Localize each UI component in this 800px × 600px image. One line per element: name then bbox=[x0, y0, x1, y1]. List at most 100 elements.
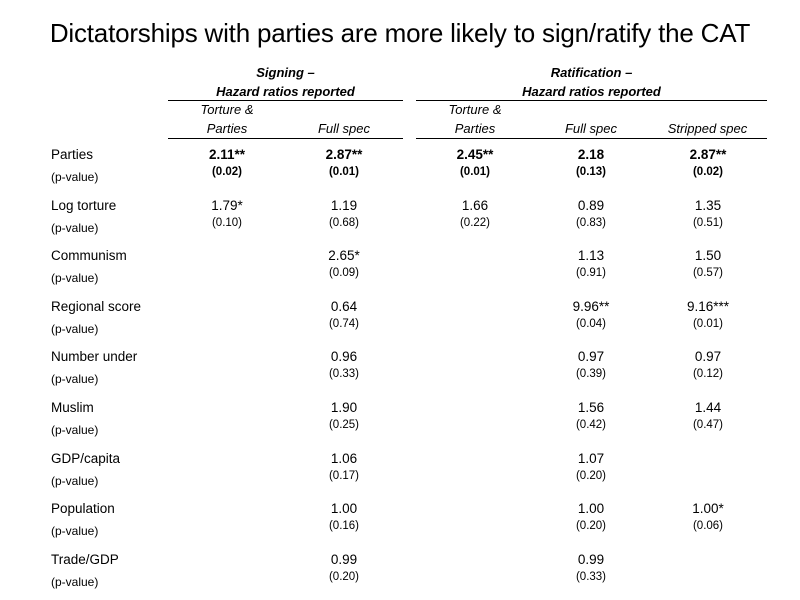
pvalue-cell: (0.42) bbox=[575, 419, 607, 431]
pvalue-label: (p-value) bbox=[51, 574, 99, 589]
coefficient-cell: 1.13 bbox=[577, 248, 605, 264]
column-header-2-line2: Full spec bbox=[317, 121, 371, 136]
coefficient-cell: 2.11** bbox=[208, 147, 246, 162]
group-header-ratification-line2: Hazard ratios reported bbox=[522, 84, 661, 99]
pvalue-cell: (0.02) bbox=[211, 166, 243, 178]
coefficient-cell: 1.50 bbox=[694, 248, 722, 264]
group-header-signing: Signing – Hazard ratios reported bbox=[168, 63, 403, 101]
pvalue-cell: (0.01) bbox=[459, 166, 491, 178]
coefficient-cell: 1.00 bbox=[577, 501, 605, 517]
coefficient-cell: 0.96 bbox=[330, 349, 358, 365]
pvalue-label: (p-value) bbox=[51, 271, 99, 286]
column-header-3: Torture & Parties bbox=[425, 100, 525, 138]
pvalue-cell: (0.51) bbox=[692, 216, 724, 229]
pvalue-label: (p-value) bbox=[51, 524, 99, 539]
pvalue-cell: (0.20) bbox=[575, 469, 607, 482]
coefficient-cell: 1.00* bbox=[692, 501, 724, 517]
column-header-5-line2: Stripped spec bbox=[667, 121, 748, 136]
coefficient-cell: 0.64 bbox=[330, 298, 358, 314]
row-label: Parties bbox=[51, 147, 94, 162]
row-label: Communism bbox=[51, 248, 127, 264]
coefficient-cell: 1.35 bbox=[694, 197, 722, 213]
pvalue-label: (p-value) bbox=[51, 473, 99, 488]
pvalue-cell: (0.10) bbox=[211, 216, 243, 229]
coefficient-cell: 2.87** bbox=[689, 147, 727, 162]
coefficient-cell: 0.97 bbox=[694, 349, 722, 365]
group-rule-ratification bbox=[416, 100, 767, 101]
pvalue-label: (p-value) bbox=[51, 372, 99, 387]
pvalue-cell: (0.04) bbox=[575, 317, 607, 330]
pvalue-label: (p-value) bbox=[51, 220, 99, 235]
slide-title: Dictatorships with parties are more like… bbox=[49, 18, 751, 48]
pvalue-cell: (0.09) bbox=[328, 267, 360, 280]
pvalue-label: (p-value) bbox=[51, 423, 99, 437]
coefficient-cell: 1.00 bbox=[330, 501, 358, 517]
pvalue-cell: (0.20) bbox=[575, 520, 607, 533]
coefficient-cell: 0.99 bbox=[577, 551, 605, 567]
column-header-4: Full spec bbox=[541, 100, 641, 138]
column-header-3-line1: Torture & bbox=[448, 102, 502, 117]
column-header-4-line2: Full spec bbox=[564, 121, 618, 136]
pvalue-cell: (0.22) bbox=[459, 216, 491, 229]
pvalue-cell: (0.33) bbox=[328, 368, 360, 381]
coefficient-cell: 1.19 bbox=[330, 197, 358, 213]
pvalue-cell: (0.16) bbox=[328, 520, 360, 533]
pvalue-cell: (0.39) bbox=[575, 368, 607, 381]
pvalue-cell: (0.83) bbox=[575, 216, 607, 229]
row-label: Muslim bbox=[51, 400, 94, 415]
column-header-4-line1 bbox=[541, 100, 641, 119]
pvalue-cell: (0.68) bbox=[328, 216, 360, 229]
coefficient-cell: 2.18 bbox=[577, 147, 605, 162]
group-header-ratification: Ratification – Hazard ratios reported bbox=[416, 63, 767, 101]
column-header-1-line1: Torture & bbox=[200, 102, 254, 117]
pvalue-cell: (0.47) bbox=[692, 419, 724, 431]
row-label: Population bbox=[51, 501, 115, 517]
pvalue-cell: (0.12) bbox=[692, 368, 724, 381]
column-header-1-line2: Parties bbox=[206, 121, 248, 136]
pvalue-cell: (0.33) bbox=[575, 570, 607, 583]
column-header-5: Stripped spec bbox=[650, 100, 765, 138]
pvalue-cell: (0.57) bbox=[692, 267, 724, 280]
coefficient-cell: 9.16*** bbox=[686, 298, 730, 314]
coefficient-cell: 1.06 bbox=[330, 450, 358, 466]
pvalue-cell: (0.25) bbox=[328, 419, 360, 431]
row-label: GDP/capita bbox=[51, 450, 121, 466]
pvalue-cell: (0.01) bbox=[692, 317, 724, 330]
pvalue-label: (p-value) bbox=[51, 321, 99, 336]
header-rule-ratification bbox=[416, 138, 767, 139]
pvalue-cell: (0.06) bbox=[692, 520, 724, 533]
coefficient-cell: 1.66 bbox=[461, 197, 489, 213]
column-header-2: Full spec bbox=[294, 100, 394, 138]
pvalue-cell: (0.17) bbox=[328, 469, 360, 482]
coefficient-cell: 9.96** bbox=[572, 298, 610, 314]
coefficient-cell: 0.99 bbox=[330, 551, 358, 567]
pvalue-cell: (0.02) bbox=[692, 166, 724, 178]
header-rule-signing bbox=[168, 138, 403, 139]
coefficient-cell: 1.44 bbox=[694, 400, 722, 415]
column-header-5-line1 bbox=[650, 100, 765, 119]
coefficient-cell: 1.07 bbox=[577, 450, 605, 466]
coefficient-cell: 1.56 bbox=[577, 400, 605, 415]
coefficient-cell: 2.65* bbox=[328, 248, 360, 264]
column-header-2-line1 bbox=[294, 100, 394, 119]
coefficient-cell: 2.45** bbox=[456, 147, 494, 162]
coefficient-cell: 2.87** bbox=[325, 147, 363, 162]
pvalue-cell: (0.01) bbox=[328, 166, 360, 178]
pvalue-cell: (0.20) bbox=[328, 570, 360, 583]
group-rule-signing bbox=[168, 100, 403, 101]
column-header-3-line2: Parties bbox=[454, 121, 496, 136]
coefficient-cell: 1.79* bbox=[211, 197, 243, 213]
pvalue-cell: (0.74) bbox=[328, 317, 360, 330]
row-label: Log torture bbox=[51, 197, 117, 213]
group-header-signing-line2: Hazard ratios reported bbox=[216, 84, 355, 99]
row-label: Number under bbox=[51, 349, 138, 365]
row-label: Regional score bbox=[51, 298, 142, 314]
row-label: Trade/GDP bbox=[51, 551, 119, 567]
coefficient-cell: 1.90 bbox=[330, 400, 358, 415]
group-header-signing-line1: Signing – bbox=[256, 65, 315, 80]
pvalue-label: (p-value) bbox=[51, 170, 99, 184]
coefficient-cell: 0.89 bbox=[577, 197, 605, 213]
pvalue-cell: (0.13) bbox=[575, 166, 607, 178]
pvalue-cell: (0.91) bbox=[575, 267, 607, 280]
coefficient-cell: 0.97 bbox=[577, 349, 605, 365]
